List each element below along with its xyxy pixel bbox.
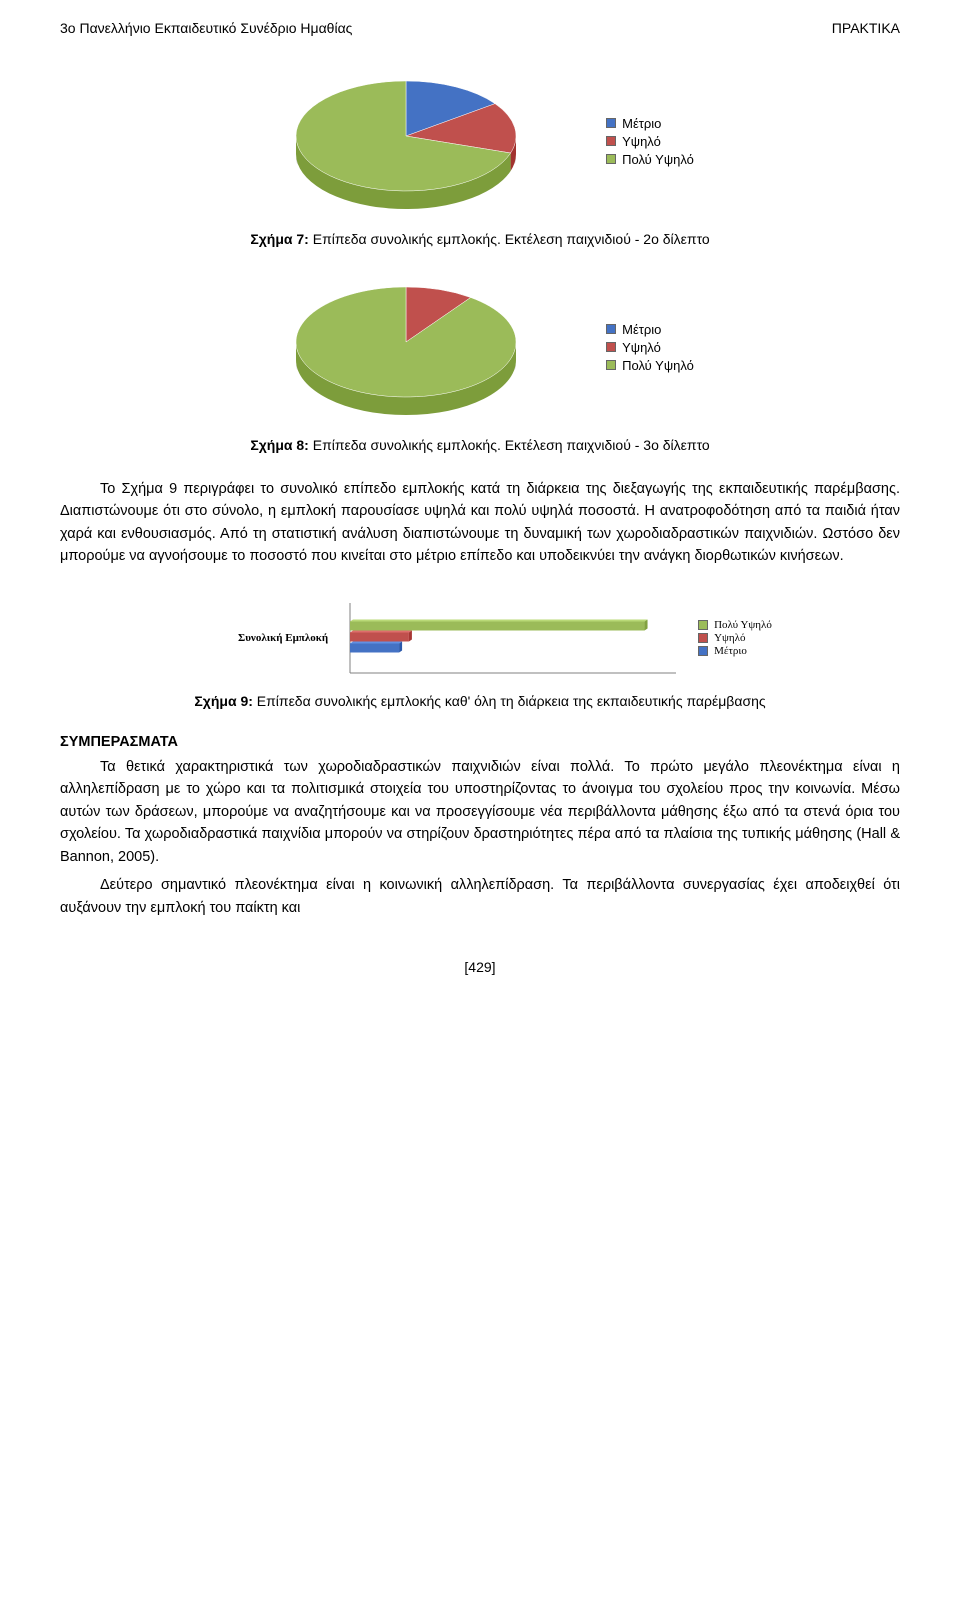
bar-chart-canvas xyxy=(348,598,678,678)
caption-1-label: Σχήμα 7: xyxy=(250,231,309,247)
paragraph-2-block: Τα θετικά χαρακτηριστικά των χωροδιαδρασ… xyxy=(60,756,900,868)
legend-label: Μέτριο xyxy=(622,322,661,337)
legend-item: Πολύ Υψηλό xyxy=(698,619,772,631)
page-header: 3ο Πανελλήνιο Εκπαιδευτικό Συνέδριο Ημαθ… xyxy=(60,20,900,36)
legend-label: Μέτριο xyxy=(622,116,661,131)
legend-item: Υψηλό xyxy=(606,134,694,149)
legend-swatch xyxy=(606,136,616,146)
legend-item: Πολύ Υψηλό xyxy=(606,358,694,373)
legend-item: Υψηλό xyxy=(698,632,772,644)
legend-label: Πολύ Υψηλό xyxy=(714,619,772,631)
pie-2-canvas xyxy=(266,272,546,422)
legend-swatch xyxy=(606,118,616,128)
pie-2-legend: Μέτριο Υψηλό Πολύ Υψηλό xyxy=(606,322,694,373)
caption-3-text: Επίπεδα συνολικής εμπλοκής καθ' όλη τη δ… xyxy=(253,693,766,709)
legend-item: Υψηλό xyxy=(606,340,694,355)
legend-swatch xyxy=(606,360,616,370)
legend-swatch xyxy=(606,342,616,352)
legend-swatch xyxy=(606,324,616,334)
caption-2: Σχήμα 8: Επίπεδα συνολικής εμπλοκής. Εκτ… xyxy=(60,437,900,453)
pie-chart-2: Μέτριο Υψηλό Πολύ Υψηλό xyxy=(60,272,900,422)
legend-item: Μέτριο xyxy=(698,645,772,657)
pie-chart-1: Μέτριο Υψηλό Πολύ Υψηλό xyxy=(60,66,900,216)
pie-1-canvas xyxy=(266,66,546,216)
page-number: [429] xyxy=(60,959,900,975)
caption-2-text: Επίπεδα συνολικής εμπλοκής. Εκτέλεση παι… xyxy=(309,437,710,453)
bar-chart-ylabel: Συνολική Εμπλοκή xyxy=(188,632,328,644)
header-left: 3ο Πανελλήνιο Εκπαιδευτικό Συνέδριο Ημαθ… xyxy=(60,20,352,36)
legend-swatch xyxy=(698,646,708,656)
caption-2-label: Σχήμα 8: xyxy=(250,437,309,453)
legend-item: Μέτριο xyxy=(606,116,694,131)
bar-chart: Συνολική Εμπλοκή Πολύ ΥψηλόΥψηλόΜέτριο xyxy=(60,598,900,678)
caption-1: Σχήμα 7: Επίπεδα συνολικής εμπλοκής. Εκτ… xyxy=(60,231,900,247)
legend-label: Υψηλό xyxy=(622,134,661,149)
legend-swatch xyxy=(698,633,708,643)
legend-label: Υψηλό xyxy=(714,632,745,644)
header-right: ΠΡΑΚΤΙΚΑ xyxy=(832,20,900,36)
legend-label: Πολύ Υψηλό xyxy=(622,152,694,167)
bar-chart-legend: Πολύ ΥψηλόΥψηλόΜέτριο xyxy=(698,619,772,657)
legend-label: Μέτριο xyxy=(714,645,747,657)
legend-swatch xyxy=(606,154,616,164)
caption-1-text: Επίπεδα συνολικής εμπλοκής. Εκτέλεση παι… xyxy=(309,231,710,247)
legend-label: Πολύ Υψηλό xyxy=(622,358,694,373)
paragraph-1-block: Το Σχήμα 9 περιγράφει το συνολικό επίπεδ… xyxy=(60,478,900,568)
caption-3: Σχήμα 9: Επίπεδα συνολικής εμπλοκής καθ'… xyxy=(60,693,900,709)
legend-swatch xyxy=(698,620,708,630)
paragraph-1: Το Σχήμα 9 περιγράφει το συνολικό επίπεδ… xyxy=(60,478,900,568)
legend-label: Υψηλό xyxy=(622,340,661,355)
caption-3-label: Σχήμα 9: xyxy=(194,693,253,709)
pie-1-legend: Μέτριο Υψηλό Πολύ Υψηλό xyxy=(606,116,694,167)
paragraph-2: Τα θετικά χαρακτηριστικά των χωροδιαδρασ… xyxy=(60,756,900,868)
legend-item: Μέτριο xyxy=(606,322,694,337)
section-heading: ΣΥΜΠΕΡΑΣΜΑΤΑ xyxy=(60,734,900,750)
legend-item: Πολύ Υψηλό xyxy=(606,152,694,167)
paragraph-3-block: Δεύτερο σημαντικό πλεονέκτημα είναι η κο… xyxy=(60,874,900,919)
paragraph-3: Δεύτερο σημαντικό πλεονέκτημα είναι η κο… xyxy=(60,874,900,919)
